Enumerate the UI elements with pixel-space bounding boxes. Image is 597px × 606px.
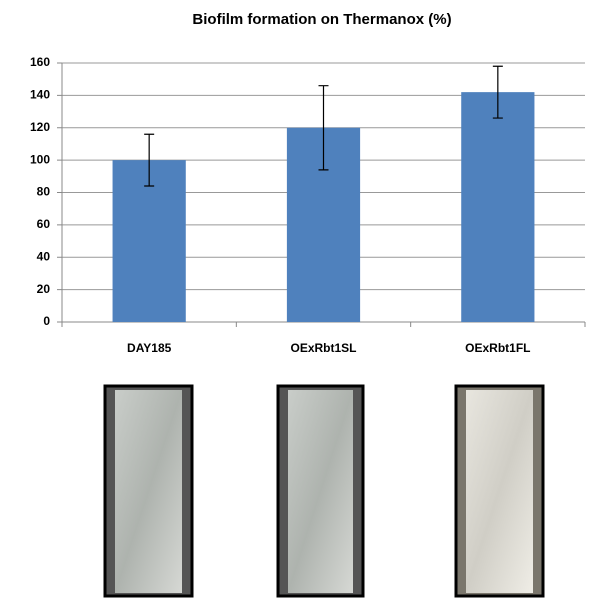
photo-strip <box>288 390 353 593</box>
error-bar <box>492 65 503 119</box>
bar <box>112 160 186 322</box>
y-tick-label: 60 <box>37 217 51 231</box>
x-tick-label: OExRbt1FL <box>465 341 530 355</box>
photo-strip <box>466 390 533 593</box>
y-tick-label: 80 <box>37 185 51 199</box>
y-tick-label: 140 <box>30 88 50 102</box>
photos <box>103 384 545 598</box>
y-tick-label: 20 <box>37 282 51 296</box>
y-tick-label: 160 <box>30 55 50 69</box>
y-tick-label: 0 <box>43 314 50 328</box>
x-tick-label: OExRbt1SL <box>290 341 356 355</box>
error-bar <box>318 85 329 171</box>
y-tick-label: 100 <box>30 152 50 166</box>
x-tick-label: DAY185 <box>127 341 172 355</box>
y-tick-label: 40 <box>37 249 51 263</box>
bar <box>461 92 535 322</box>
photo-strip <box>115 390 182 593</box>
chart-title: Biofilm formation on Thermanox (%) <box>192 11 451 28</box>
error-bar <box>144 133 155 187</box>
y-tick-label: 120 <box>30 120 50 134</box>
